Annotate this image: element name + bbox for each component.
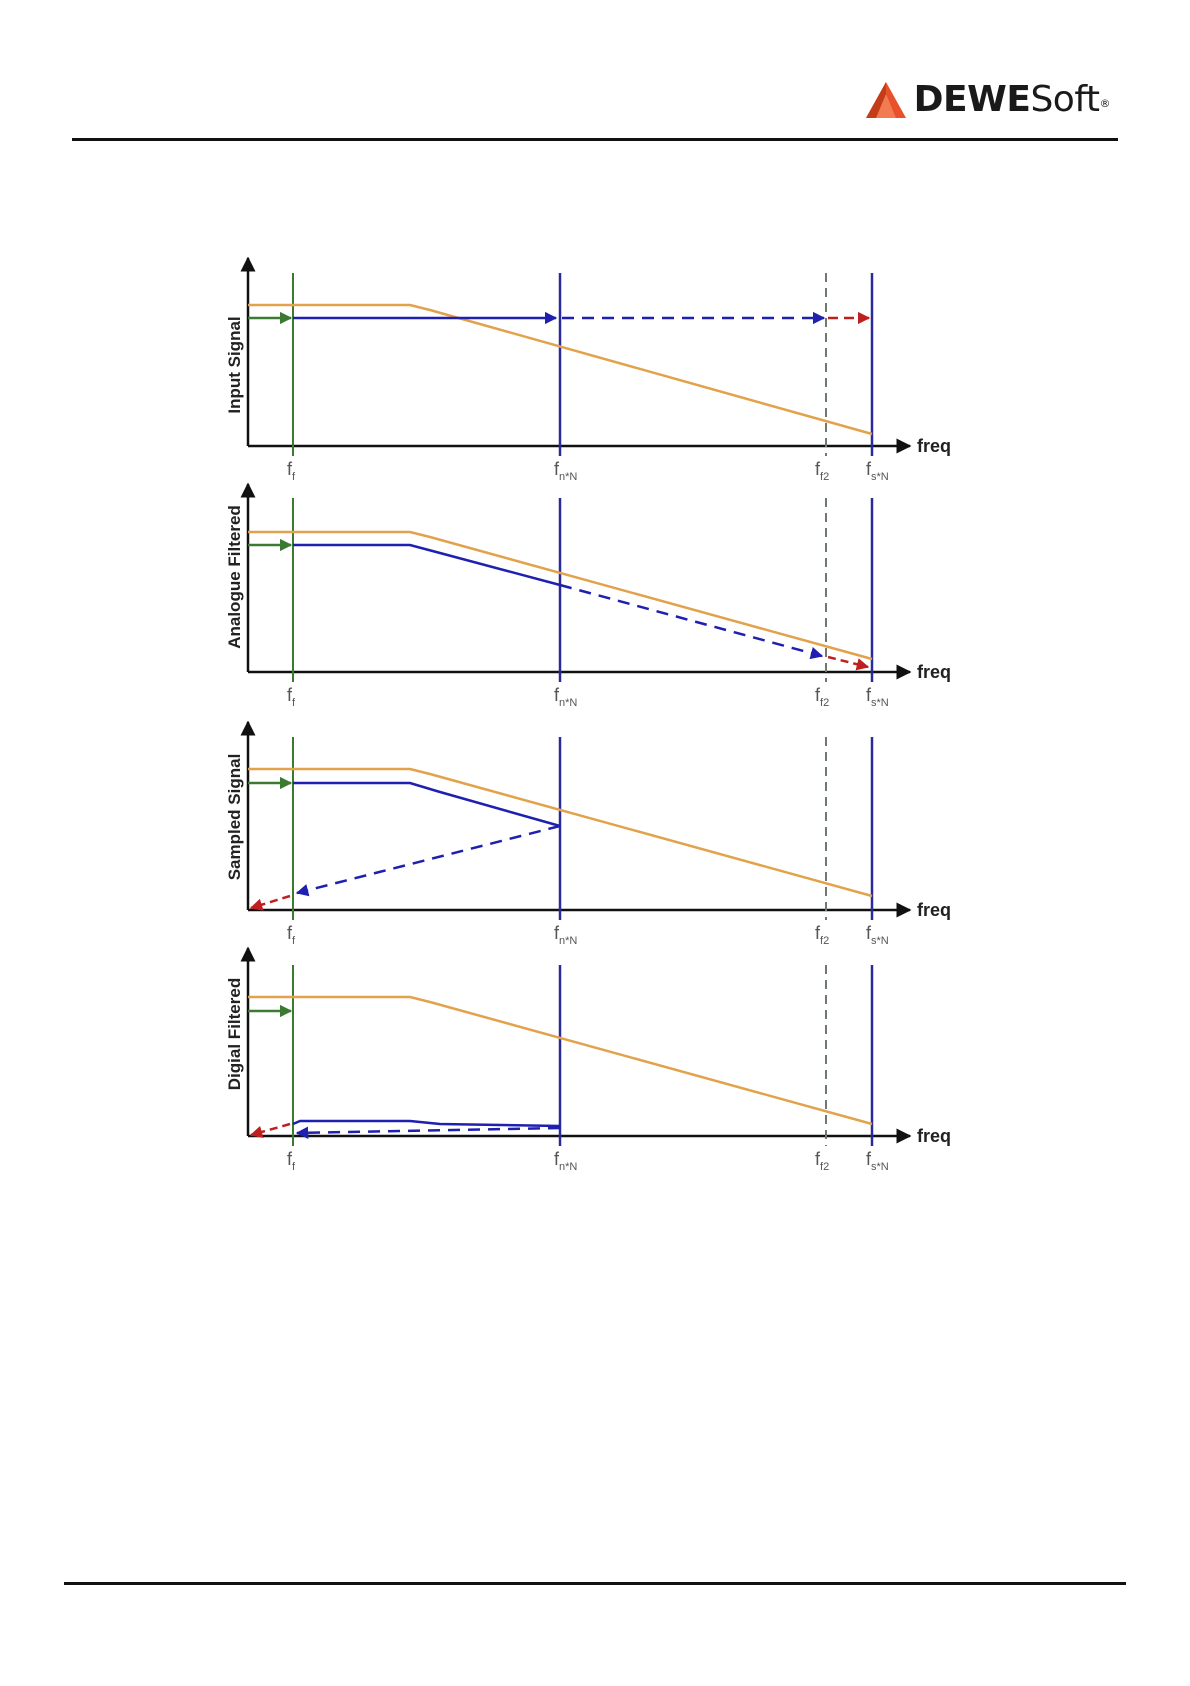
logo-text: DEWESoft® [913,79,1111,120]
tick-label-fsN: fs*N [866,685,889,709]
panel-input-signal: Input Signal freq ff fn*N ff2 fs*N [225,256,951,483]
marker-labels: ff fn*N ff2 fs*N [287,685,889,709]
panel-label-digital: Digial Filtered [225,978,244,1090]
analog-spectrum [248,530,873,661]
tick-label-ff: ff [287,1149,296,1173]
folded-signal-arrow [295,1126,561,1140]
marker-labels: ff fn*N ff2 fs*N [287,1149,889,1173]
alias-arrow [249,1122,291,1138]
panel-analogue-filtered: Analogue Filtered freq ff fn*N ff2 fs*N [225,482,951,709]
analog-spectrum [248,767,873,898]
tick-label-ff2: ff2 [815,1149,829,1173]
tick-label-fsN: fs*N [866,1149,889,1173]
marker-labels: ff fn*N ff2 fs*N [287,459,889,483]
footer-divider [64,1582,1126,1585]
panel-label-sampled: Sampled Signal [225,754,244,881]
x-axis-label: freq [917,662,951,682]
filtered-signal [293,543,561,587]
tick-label-fsN: fs*N [866,459,889,483]
tick-label-ff2: ff2 [815,923,829,947]
x-axis-label: freq [917,436,951,456]
triangle-logo-icon [865,82,906,118]
analog-spectrum [248,995,873,1126]
panel-digital-filtered: Digial Filtered freq ff fn*N ff2 fs*N [225,946,951,1173]
marker-labels: ff fn*N ff2 fs*N [287,923,889,947]
tick-label-fsN: fs*N [866,923,889,947]
panel-sampled-signal: Sampled Signal freq ff fn*N ff2 fs*N [225,720,951,947]
signal-extension-arrow [559,583,824,660]
tick-label-ff2: ff2 [815,459,829,483]
tick-label-fnN: fn*N [554,685,577,709]
x-axis-label: freq [917,1126,951,1146]
tick-label-ff: ff [287,685,296,709]
folded-signal-arrow [295,824,561,897]
tick-label-ff: ff [287,459,296,483]
digital-filtered-signal [292,1119,561,1128]
tick-label-fnN: fn*N [554,1149,577,1173]
tick-label-ff: ff [287,923,296,947]
alias-arrow [827,655,870,671]
dewesoft-logo: DEWESoft® [864,78,1110,122]
alias-arrow [249,894,291,911]
header-divider [72,138,1118,141]
tick-label-ff2: ff2 [815,685,829,709]
x-axis-label: freq [917,900,951,920]
analog-spectrum [248,303,873,436]
tick-label-fnN: fn*N [554,923,577,947]
tick-label-fnN: fn*N [554,459,577,483]
panel-label-input: Input Signal [225,316,244,413]
sampled-signal [293,781,561,828]
panel-label-analogue: Analogue Filtered [225,505,244,649]
